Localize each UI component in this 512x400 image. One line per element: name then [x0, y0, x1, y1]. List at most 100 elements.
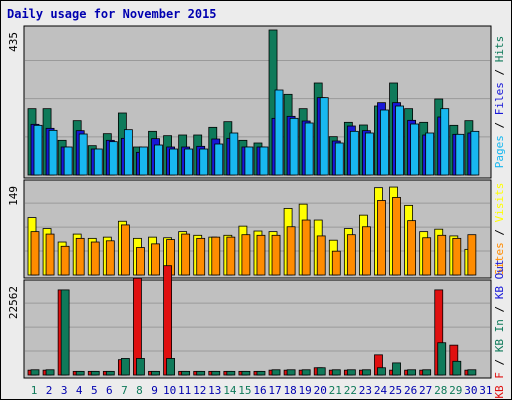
- bar-pages-day-23: [365, 132, 374, 176]
- day-label-29: 29: [449, 384, 462, 397]
- legend-item-sites: Sites: [493, 242, 506, 275]
- bar-kb-in-day-9: [151, 370, 160, 376]
- bar-sites-day-3: [60, 245, 70, 276]
- legend-item-kb-f: KB F: [493, 372, 506, 399]
- bar-sites-day-28: [437, 234, 447, 276]
- bar-sites-day-24: [377, 200, 386, 276]
- legend-item-kb-out: KB Out: [493, 259, 506, 299]
- bar-pages-day-22: [349, 130, 359, 176]
- bar-kb-in-day-1: [30, 369, 40, 376]
- bar-kb-in-day-13: [211, 370, 221, 376]
- day-label-28: 28: [434, 384, 447, 397]
- bar-pages-day-7: [123, 129, 133, 176]
- day-label-18: 18: [283, 384, 296, 397]
- bar-kb-in-day-30: [467, 369, 477, 376]
- bar-sites-day-12: [196, 237, 206, 276]
- day-label-3: 3: [61, 384, 68, 397]
- bar-kb-in-day-18: [286, 369, 296, 376]
- bar-sites-day-22: [346, 234, 356, 276]
- day-label-31: 31: [479, 384, 492, 397]
- bar-kb-in-day-27: [422, 369, 432, 376]
- bar-pages-day-15: [244, 146, 254, 176]
- bar-kb-in-day-28: [437, 342, 447, 376]
- bar-sites-day-20: [316, 235, 326, 276]
- legend-item-kb-in: KB In: [493, 319, 506, 352]
- day-label-13: 13: [208, 384, 221, 397]
- bar-pages-day-10: [169, 148, 178, 176]
- plot-area-traffic: [23, 279, 492, 379]
- legend-requests: Pages / Files / Hits: [493, 36, 506, 169]
- day-label-30: 30: [464, 384, 477, 397]
- bar-pages-day-24: [380, 109, 389, 176]
- bar-kb-in-day-7: [120, 358, 130, 376]
- legend-item-hits: Hits: [493, 36, 506, 63]
- bar-kb-in-day-25: [392, 362, 401, 376]
- day-label-27: 27: [419, 384, 432, 397]
- bar-pages-day-9: [154, 144, 163, 176]
- bar-sites-day-15: [241, 234, 251, 276]
- bar-sites-day-29: [452, 237, 462, 276]
- bar-sites-day-25: [392, 197, 401, 276]
- ymax-label-requests: 435: [7, 32, 20, 52]
- bar-kb-in-day-26: [407, 369, 417, 376]
- bar-pages-day-4: [78, 133, 88, 176]
- bar-pages-day-12: [199, 148, 209, 176]
- day-label-6: 6: [106, 384, 113, 397]
- bar-pages-day-27: [425, 132, 435, 176]
- bar-kb-in-day-14: [226, 370, 236, 376]
- day-label-1: 1: [31, 384, 38, 397]
- day-label-23: 23: [359, 384, 372, 397]
- bar-kb-in-day-22: [346, 369, 356, 376]
- bar-pages-day-17: [274, 89, 284, 176]
- bar-kb-in-day-12: [196, 370, 206, 376]
- bar-kb-in-day-11: [181, 370, 191, 376]
- day-label-2: 2: [46, 384, 53, 397]
- day-label-14: 14: [223, 384, 237, 397]
- bar-sites-day-2: [45, 233, 55, 276]
- day-label-21: 21: [329, 384, 342, 397]
- bar-sites-day-14: [226, 236, 236, 276]
- bar-pages-day-1: [33, 124, 43, 176]
- bar-kb-in-day-3: [60, 289, 70, 376]
- bar-sites-day-27: [422, 237, 432, 276]
- day-label-16: 16: [253, 384, 266, 397]
- bar-kb-in-day-10: [166, 358, 175, 376]
- day-label-19: 19: [299, 384, 312, 397]
- day-label-11: 11: [178, 384, 191, 397]
- day-label-8: 8: [136, 384, 143, 397]
- bar-sites-day-26: [407, 220, 417, 276]
- bar-kb-in-day-16: [256, 370, 266, 376]
- bar-kb-in-day-6: [105, 370, 115, 376]
- bar-pages-day-21: [334, 142, 344, 176]
- day-label-22: 22: [344, 384, 357, 397]
- ymax-label-visitors: 149: [7, 186, 20, 206]
- day-label-9: 9: [151, 384, 158, 397]
- day-label-26: 26: [404, 384, 417, 397]
- bar-sites-day-16: [256, 234, 266, 276]
- bar-pages-day-19: [304, 122, 314, 176]
- day-label-17: 17: [268, 384, 281, 397]
- bar-pages-day-29: [455, 133, 465, 176]
- bar-kb-in-day-29: [452, 360, 462, 376]
- bar-pages-day-14: [229, 132, 239, 176]
- bar-kb-in-day-5: [90, 370, 100, 376]
- legend-item-pages: Pages: [493, 135, 506, 168]
- bar-sites-day-13: [211, 236, 221, 276]
- bar-pages-day-13: [214, 143, 224, 176]
- bar-sites-day-23: [362, 226, 371, 276]
- bar-pages-day-8: [139, 146, 148, 176]
- bar-sites-day-1: [30, 231, 40, 276]
- bar-pages-day-28: [440, 108, 450, 176]
- bar-kb-in-day-19: [301, 369, 311, 376]
- bar-pages-day-2: [48, 129, 58, 176]
- bar-kb-in-day-2: [45, 369, 55, 376]
- bar-sites-day-30: [467, 234, 477, 276]
- day-label-10: 10: [163, 384, 176, 397]
- bar-pages-day-25: [395, 105, 404, 176]
- day-label-7: 7: [121, 384, 128, 397]
- chart-title: Daily usage for November 2015: [7, 7, 217, 21]
- legend-item-visits: Visits: [493, 183, 506, 223]
- bar-sites-day-19: [301, 219, 311, 276]
- bar-sites-day-4: [75, 237, 85, 276]
